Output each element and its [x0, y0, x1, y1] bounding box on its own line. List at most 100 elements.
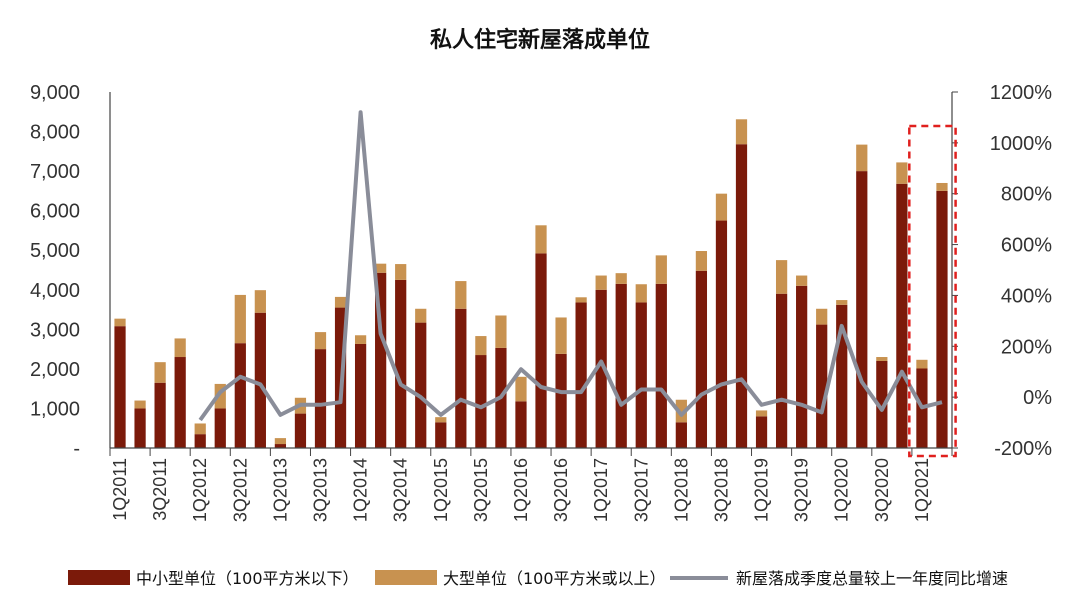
bar-small-units	[876, 360, 888, 448]
bar-small-units	[856, 171, 868, 448]
bar-large-units	[715, 193, 728, 221]
bar-small-units	[274, 444, 287, 448]
legend-label-small-units: 中小型单位（100平方米以下）	[136, 569, 359, 588]
y-left-tick-label: 8,000	[30, 122, 80, 144]
legend-swatch-small-units	[68, 570, 130, 585]
x-tick-label: 3Q2013	[311, 458, 331, 522]
bar-large-units	[214, 383, 226, 409]
x-tick-label: 1Q2018	[671, 458, 691, 522]
bar-small-units	[615, 283, 627, 448]
bar-large-units	[775, 260, 788, 294]
bar-small-units	[635, 302, 647, 448]
bar-small-units	[314, 349, 327, 448]
bar-large-units	[796, 275, 808, 286]
x-tick-label: 1Q2012	[190, 458, 210, 522]
x-tick-label: 3Q2020	[872, 458, 892, 522]
bar-large-units	[194, 423, 206, 435]
bar-small-units	[475, 355, 487, 448]
y-right-tick-label: 0%	[1023, 387, 1052, 409]
bar-small-units	[595, 289, 607, 448]
bar-small-units	[395, 279, 407, 448]
bar-small-units	[194, 434, 206, 448]
x-tick-label: 3Q2016	[551, 458, 571, 522]
x-tick-label: 1Q2019	[752, 458, 772, 522]
bar-large-units	[515, 376, 527, 402]
bar-large-units	[134, 400, 146, 409]
bar-large-units	[415, 308, 427, 323]
x-tick-label: 3Q2014	[391, 458, 411, 522]
x-tick-label: 1Q2021	[912, 458, 932, 522]
x-tick-label: 1Q2020	[832, 458, 852, 522]
bar-large-units	[174, 338, 186, 358]
bar-large-units	[154, 362, 166, 383]
highlight-rect	[908, 124, 957, 458]
x-tick-label: 3Q2018	[711, 458, 731, 522]
bar-small-units	[114, 326, 126, 448]
bar-small-units	[234, 343, 246, 448]
bar-small-units	[435, 422, 447, 448]
bar-large-units	[435, 417, 447, 423]
bar-small-units	[695, 270, 708, 448]
y-axis-left: - 1,000 2,000 3,000 4,000 5,000 6,000 7,000 8,00…	[30, 82, 80, 460]
bar-large-units	[354, 335, 367, 344]
bar-large-units	[535, 225, 547, 254]
bar-small-units	[836, 304, 848, 448]
bar-small-units	[675, 422, 687, 448]
x-tick-label: 3Q2012	[230, 458, 250, 522]
line-series	[198, 110, 943, 422]
bar-small-units	[735, 144, 748, 449]
legend-swatch-large-units	[375, 570, 437, 585]
bar-large-units	[555, 317, 567, 354]
bar-large-units	[816, 308, 828, 325]
y-left-tick-label: 5,000	[30, 240, 80, 262]
y-right-tick-label: 1000%	[990, 133, 1052, 155]
bar-large-units	[575, 297, 587, 303]
bar-small-units	[535, 253, 547, 448]
x-tick-label: 3Q2011	[150, 458, 170, 521]
bar-small-units	[655, 283, 667, 448]
x-tick-label: 1Q2014	[351, 458, 371, 522]
bar-large-units	[395, 264, 407, 280]
y-left-tick-label: 2,000	[30, 359, 80, 381]
x-tick-label: 1Q2015	[431, 458, 451, 522]
bar-large-units	[274, 438, 287, 445]
axes	[109, 91, 958, 456]
bar-small-units	[134, 408, 146, 448]
y-right-tick-label: 600%	[1001, 235, 1052, 257]
bar-series	[114, 119, 948, 449]
bar-small-units	[796, 285, 808, 448]
bar-small-units	[715, 220, 728, 448]
bar-small-units	[896, 183, 908, 448]
bar-small-units	[455, 308, 467, 448]
y-left-tick-label: 6,000	[30, 201, 80, 223]
bar-large-units	[234, 294, 246, 344]
bar-large-units	[735, 119, 748, 145]
x-tick-label: 1Q2017	[591, 458, 611, 522]
legend-label-growth-line: 新屋落成季度总量较上一年度同比增速	[736, 569, 1008, 588]
bar-small-units	[294, 413, 307, 448]
bar-large-units	[675, 399, 687, 423]
bar-large-units	[655, 255, 667, 284]
y-left-tick-label: 1,000	[30, 398, 80, 420]
bar-large-units	[475, 336, 487, 356]
x-tick-label: 1Q2016	[511, 458, 531, 522]
y-right-tick-label: 400%	[1001, 285, 1052, 307]
bar-large-units	[936, 182, 948, 191]
bar-large-units	[916, 359, 928, 369]
y-left-tick-label: 7,000	[30, 161, 80, 183]
y-left-tick-label: 9,000	[30, 82, 80, 104]
chart-title: 私人住宅新屋落成单位	[430, 27, 650, 53]
bar-large-units	[254, 290, 266, 313]
bar-small-units	[214, 408, 226, 448]
y-left-tick-label: 3,000	[30, 319, 80, 341]
bar-large-units	[876, 357, 888, 361]
bar-large-units	[896, 162, 908, 184]
bar-large-units	[334, 296, 347, 308]
y-right-tick-label: 1200%	[990, 82, 1052, 104]
legend-label-large-units: 大型单位（100平方米或以上）	[443, 569, 666, 588]
y-left-tick-label: -	[73, 438, 80, 460]
bar-small-units	[415, 322, 427, 448]
bar-large-units	[856, 144, 868, 172]
x-tick-label: 3Q2019	[792, 458, 812, 522]
x-tick-label: 3Q2015	[471, 458, 491, 522]
